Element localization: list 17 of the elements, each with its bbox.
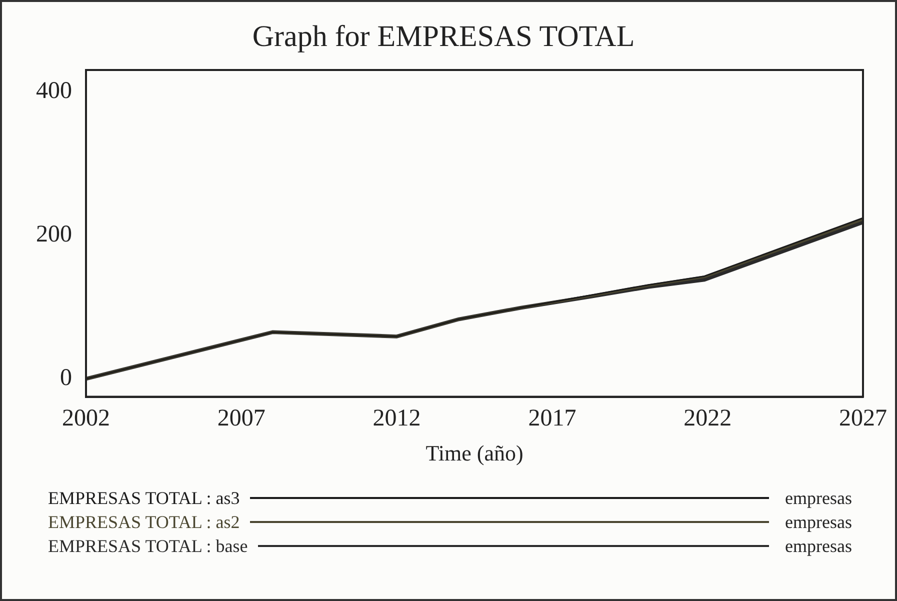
- x-tick-label: 2022: [684, 405, 732, 432]
- text: empresas: [785, 536, 853, 556]
- text: EMPRESAS TOTAL : base: [48, 536, 248, 556]
- chart-title: Graph for EMPRESAS TOTAL: [252, 20, 635, 53]
- x-tick-label: 2027: [839, 405, 887, 432]
- y-tick-label: 0: [60, 365, 72, 392]
- x-tick-label: 2007: [217, 405, 266, 432]
- y-tick-label: 200: [36, 221, 72, 248]
- text: EMPRESAS TOTAL : as2: [48, 512, 240, 532]
- x-tick-label: 2017: [528, 405, 576, 432]
- x-tick-label: 2012: [372, 405, 421, 432]
- text: empresas: [785, 512, 853, 532]
- text: EMPRESAS TOTAL : as3: [48, 488, 240, 508]
- text: empresas: [785, 488, 853, 508]
- x-axis-title: Time (año): [426, 440, 524, 466]
- x-tick-label: 2002: [62, 405, 110, 432]
- y-tick-label: 400: [36, 78, 72, 104]
